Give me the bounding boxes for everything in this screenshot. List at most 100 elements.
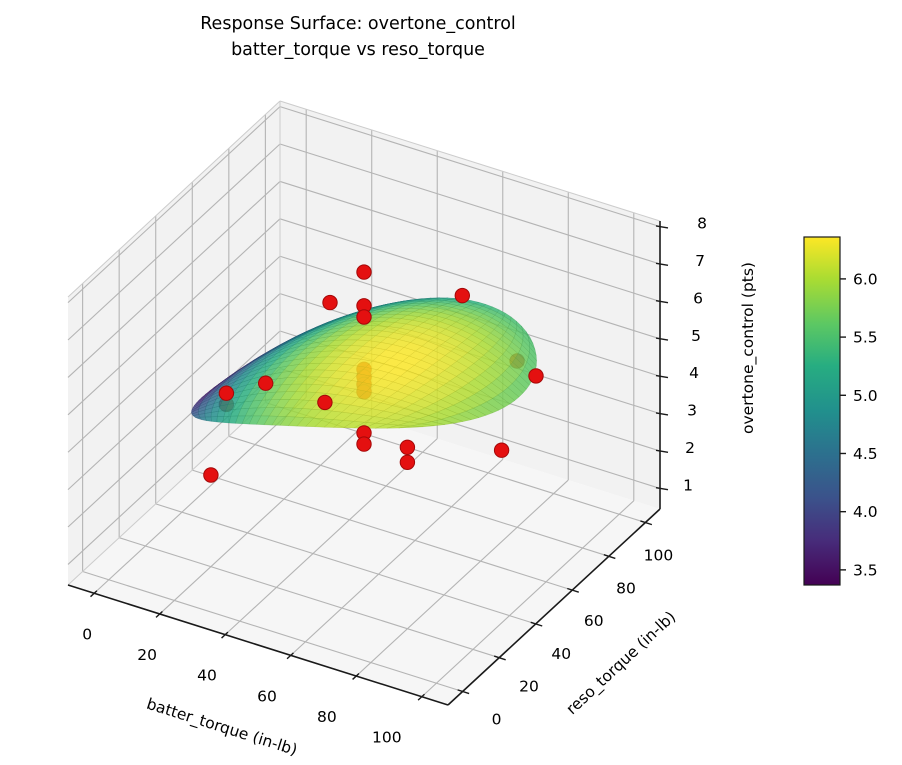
z-tick (655, 412, 669, 416)
z-tick (655, 225, 669, 229)
x-tick (221, 631, 229, 639)
scatter-point (356, 436, 372, 452)
z-tick-label: 5 (691, 327, 701, 345)
grid-lines (67, 106, 661, 698)
scatter-point (356, 309, 372, 325)
grid-y-bottom (82, 570, 463, 693)
scatter-point (399, 439, 416, 455)
grid-z-back (279, 180, 661, 302)
colorbar-tick-label: 5.0 (853, 387, 878, 405)
scatter-point (322, 294, 338, 311)
z-tick (655, 487, 669, 491)
figure-title: Response Surface: overtone_control batte… (8, 11, 708, 63)
colorbar (803, 236, 841, 586)
pane-left (68, 101, 280, 585)
x-tick (417, 693, 425, 701)
grid-x-bottom (93, 396, 307, 594)
z-tick-label: 8 (697, 215, 707, 233)
z-tick (655, 262, 669, 267)
y-tick-label: 60 (584, 612, 604, 630)
y-tick (603, 554, 616, 560)
grid-z-back (279, 143, 661, 265)
scatter-point (528, 368, 544, 384)
edge-top-back (279, 100, 661, 222)
x-tick-label: 80 (317, 708, 337, 726)
colorbar-tick-label: 4.5 (853, 445, 878, 463)
z-tick (655, 449, 669, 454)
x-tick (155, 610, 163, 618)
edge-top-left (67, 100, 281, 298)
scatter-points (203, 264, 544, 483)
scatter-point (258, 375, 274, 391)
z-tick-label: 6 (693, 289, 703, 307)
x-tick (286, 652, 294, 660)
y-tick-label: 100 (644, 547, 674, 565)
y-tick-label: 0 (492, 711, 502, 729)
figure-title-line1: Response Surface: overtone_control (200, 14, 516, 34)
grid-z-left (67, 330, 281, 528)
x-tick (90, 590, 98, 598)
z-tick-label: 2 (685, 439, 695, 457)
grid-z-back (279, 106, 661, 228)
scatter-point (493, 442, 510, 458)
colorbar-ticks: 3.5 4.0 4.5 5.0 5.5 6.0 (840, 270, 878, 579)
y-tick (530, 621, 543, 627)
tick-marks (90, 225, 669, 701)
scatter-point (317, 394, 333, 411)
colorbar-tick-label: 3.5 (853, 561, 878, 579)
y-tick-label: 80 (616, 579, 636, 597)
grid-z-left (67, 143, 281, 341)
grid-x-bottom (355, 479, 569, 677)
grid-y-bottom (119, 537, 500, 659)
z-tick-label: 3 (687, 402, 697, 420)
colorbar-tick-label: 4.0 (853, 503, 878, 521)
grid-x-bottom (290, 458, 504, 656)
figure-title-line2: batter_torque vs reso_torque (231, 40, 485, 60)
grid-y-bottom (228, 435, 609, 557)
axis-spines (67, 221, 661, 706)
grid-y-bottom (192, 469, 573, 591)
scatter-point (356, 264, 372, 280)
grid-y-bottom (155, 503, 536, 625)
scatter-point (218, 385, 235, 401)
grid-z-left (67, 106, 281, 304)
grid-x-bottom (159, 417, 373, 615)
grid-z-left (67, 218, 281, 416)
y-tick-label: 40 (551, 645, 571, 663)
grid-z-back (279, 218, 661, 340)
grid-z-left (67, 255, 281, 453)
pane-bottom (68, 389, 660, 705)
scatter-point (399, 454, 416, 470)
scatter-point (454, 287, 470, 304)
z-tick-label: 1 (683, 476, 693, 494)
x-tick-label: 60 (257, 687, 277, 705)
y-tick-label: 20 (519, 678, 539, 696)
x-tick-label: 100 (372, 729, 402, 747)
x-axis-spine (67, 584, 449, 706)
z-tick-label: 4 (689, 364, 699, 382)
colorbar-tick-label: 5.5 (853, 329, 878, 347)
surface-facet (210, 416, 218, 423)
scatter-point (203, 467, 219, 483)
z-tick (655, 337, 669, 341)
y-tick (457, 689, 470, 695)
x-tick-label: 0 (82, 625, 92, 643)
z-tick-label: 7 (695, 252, 705, 270)
y-tick (640, 520, 653, 526)
tick-labels: 0 20 40 60 80 100 0 20 40 60 80 100 1 2 3 4 5 6 7 8 (82, 215, 707, 747)
colorbar-bar (803, 236, 841, 586)
z-axis-label: overtone_control (pts) (739, 262, 757, 434)
grid-x-bottom (224, 438, 438, 636)
surface-facet (398, 425, 424, 429)
x-tick-label: 40 (197, 667, 217, 685)
y-axis-spine (447, 508, 661, 706)
colorbar-tick-label: 6.0 (853, 270, 878, 288)
grid-z-left (67, 293, 281, 491)
x-tick-label: 20 (137, 646, 157, 664)
grid-z-left (67, 181, 281, 378)
z-tick (655, 374, 669, 379)
z-tick (655, 300, 669, 304)
y-tick (567, 587, 579, 593)
